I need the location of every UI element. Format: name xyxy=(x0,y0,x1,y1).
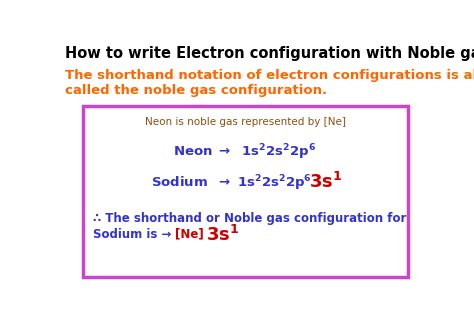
Text: Neon is noble gas represented by [Ne]: Neon is noble gas represented by [Ne] xyxy=(145,117,346,127)
Text: $\bf{Sodium}$  $\bf{\rightarrow}$ $\mathbf{1s^22s^22p^6}$: $\bf{Sodium}$ $\bf{\rightarrow}$ $\mathb… xyxy=(151,174,312,193)
Text: $\mathbf{3s^1}$: $\mathbf{3s^1}$ xyxy=(309,172,342,192)
Bar xyxy=(82,106,408,277)
Text: called the noble gas configuration.: called the noble gas configuration. xyxy=(65,84,328,97)
Text: $\mathbf{3s^1}$: $\mathbf{3s^1}$ xyxy=(207,225,240,245)
Text: Sodium is →: Sodium is → xyxy=(93,228,180,241)
Text: The shorthand notation of electron configurations is also: The shorthand notation of electron confi… xyxy=(65,69,474,82)
Text: $\bf{Neon}$ $\bf{\rightarrow}$  $\mathbf{1s^22s^22p^6}$: $\bf{Neon}$ $\bf{\rightarrow}$ $\mathbf{… xyxy=(173,143,317,162)
Text: How to write Electron configuration with Noble gas?: How to write Electron configuration with… xyxy=(65,46,474,61)
Text: ∴ The shorthand or Noble gas configuration for: ∴ The shorthand or Noble gas configurati… xyxy=(93,212,407,225)
Text: [Ne]: [Ne] xyxy=(175,228,204,241)
